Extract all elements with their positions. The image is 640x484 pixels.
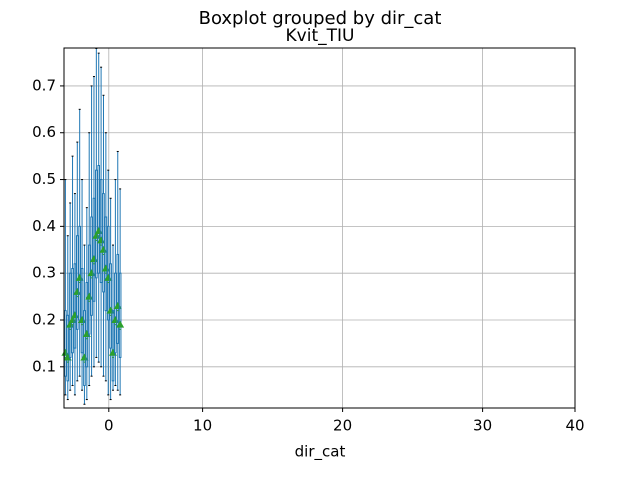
y-tick-label: 0.3	[32, 264, 56, 282]
box	[80, 267, 84, 354]
box	[68, 272, 72, 358]
y-tick-label: 0.6	[32, 123, 56, 141]
box	[111, 310, 115, 382]
y-tick-label: 0.5	[32, 170, 56, 188]
box	[76, 235, 79, 330]
x-axis-label: dir_cat	[295, 443, 346, 462]
box	[114, 272, 117, 354]
x-tick-label: 30	[473, 417, 492, 435]
chart-title: Boxplot grouped by dir_cat	[199, 8, 442, 29]
box	[78, 225, 81, 321]
box	[83, 310, 86, 387]
box	[106, 225, 110, 321]
mean-marker	[116, 320, 125, 328]
y-tick-label: 0.7	[32, 76, 56, 94]
box	[66, 314, 70, 382]
chart-subtitle: Kvit_TIU	[286, 26, 355, 46]
box	[85, 282, 89, 368]
box	[92, 197, 96, 302]
x-tick-label: 0	[104, 417, 114, 435]
box	[87, 244, 91, 335]
box	[102, 193, 105, 293]
x-tick-label: 10	[193, 417, 212, 435]
box	[116, 253, 120, 344]
box	[97, 165, 101, 274]
y-tick-label: 0.2	[32, 310, 56, 328]
box	[95, 169, 98, 279]
x-tick-label: 20	[333, 417, 352, 435]
plot-frame	[63, 47, 576, 409]
box	[99, 179, 103, 284]
box	[64, 310, 67, 377]
box	[104, 216, 108, 312]
y-tick-label: 0.1	[32, 357, 56, 375]
y-tick-label: 0.4	[32, 217, 56, 235]
box	[118, 272, 122, 358]
box	[71, 267, 74, 354]
x-tick-label: 40	[565, 417, 584, 435]
box	[90, 216, 93, 316]
box	[73, 263, 77, 349]
box	[109, 263, 112, 349]
